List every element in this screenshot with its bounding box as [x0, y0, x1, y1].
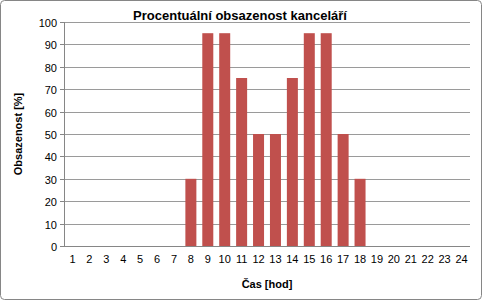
- grid-line: [64, 44, 470, 45]
- x-tick-label: 20: [388, 253, 400, 265]
- y-tick-label: 0: [51, 241, 57, 253]
- y-tick: [60, 89, 64, 90]
- y-tick-label: 50: [45, 129, 57, 141]
- bar: [67, 246, 78, 247]
- y-tick-label: 20: [45, 196, 57, 208]
- x-tick-label: 12: [252, 253, 264, 265]
- x-tick-label: 19: [371, 253, 383, 265]
- x-tick-label: 21: [405, 253, 417, 265]
- y-tick: [60, 156, 64, 157]
- bar: [168, 246, 179, 247]
- bar: [84, 246, 95, 247]
- grid-line: [64, 246, 470, 247]
- bar: [219, 33, 230, 246]
- y-tick-label: 100: [39, 17, 57, 29]
- bar: [338, 134, 349, 246]
- y-tick: [60, 224, 64, 225]
- grid-line: [64, 156, 470, 157]
- x-tick-label: 3: [103, 253, 109, 265]
- bar: [152, 246, 163, 247]
- x-tick-label: 14: [286, 253, 298, 265]
- x-tick-label: 16: [320, 253, 332, 265]
- x-axis-label: Čas [hod]: [242, 278, 293, 290]
- y-tick: [60, 201, 64, 202]
- bar: [456, 246, 467, 247]
- grid-line: [64, 67, 470, 68]
- y-tick: [60, 22, 64, 23]
- x-tick-label: 4: [120, 253, 126, 265]
- y-tick-label: 80: [45, 62, 57, 74]
- bar: [304, 33, 315, 246]
- x-tick-label: 23: [439, 253, 451, 265]
- x-tick-label: 1: [69, 253, 75, 265]
- y-tick-label: 70: [45, 84, 57, 96]
- chart-container: 0102030405060708090100123456789101112131…: [0, 0, 482, 300]
- bar: [236, 78, 247, 246]
- bar: [270, 134, 281, 246]
- x-tick-label: 13: [269, 253, 281, 265]
- y-tick: [60, 67, 64, 68]
- grid-line: [64, 134, 470, 135]
- bar: [185, 179, 196, 246]
- y-tick-label: 30: [45, 174, 57, 186]
- x-tick-label: 6: [154, 253, 160, 265]
- bar: [135, 246, 146, 247]
- x-tick-label: 17: [337, 253, 349, 265]
- x-axis: [64, 246, 470, 247]
- y-tick-label: 10: [45, 219, 57, 231]
- title: Procentuální obsazenost kanceláří: [133, 8, 347, 23]
- x-tick-label: 9: [205, 253, 211, 265]
- grid-line: [64, 201, 470, 202]
- bar: [355, 179, 366, 246]
- y-tick: [60, 179, 64, 180]
- y-tick: [60, 134, 64, 135]
- y-tick: [60, 246, 64, 247]
- bar: [253, 134, 264, 246]
- y-tick-label: 40: [45, 151, 57, 163]
- bar: [202, 33, 213, 246]
- bar: [422, 246, 433, 247]
- y-tick: [60, 112, 64, 113]
- x-tick-label: 18: [354, 253, 366, 265]
- x-tick-label: 8: [188, 253, 194, 265]
- x-tick-label: 2: [86, 253, 92, 265]
- x-tick-label: 11: [236, 253, 247, 265]
- bar: [118, 246, 129, 247]
- x-tick-label: 22: [422, 253, 434, 265]
- chart: 0102030405060708090100123456789101112131…: [0, 0, 482, 300]
- bar: [405, 246, 416, 247]
- chart-border: [1, 1, 482, 300]
- bar: [321, 33, 332, 246]
- bar: [388, 246, 399, 247]
- bar: [371, 246, 382, 247]
- y-axis: [64, 22, 65, 246]
- x-tick-label: 15: [303, 253, 315, 265]
- y-tick: [60, 44, 64, 45]
- grid-line: [64, 112, 470, 113]
- x-tick-label: 24: [455, 253, 467, 265]
- x-tick-label: 5: [137, 253, 143, 265]
- grid-line: [64, 179, 470, 180]
- grid-line: [64, 89, 470, 90]
- bars: [185, 33, 365, 246]
- bar: [101, 246, 112, 247]
- x-tick-label: 7: [171, 253, 177, 265]
- bar: [287, 78, 298, 246]
- y-tick-label: 90: [45, 39, 57, 51]
- y-tick-label: 60: [45, 107, 57, 119]
- x-tick-label: 10: [219, 253, 231, 265]
- grid-line: [64, 224, 470, 225]
- bar: [439, 246, 450, 247]
- y-axis-label: Obsazenost [%]: [12, 92, 24, 175]
